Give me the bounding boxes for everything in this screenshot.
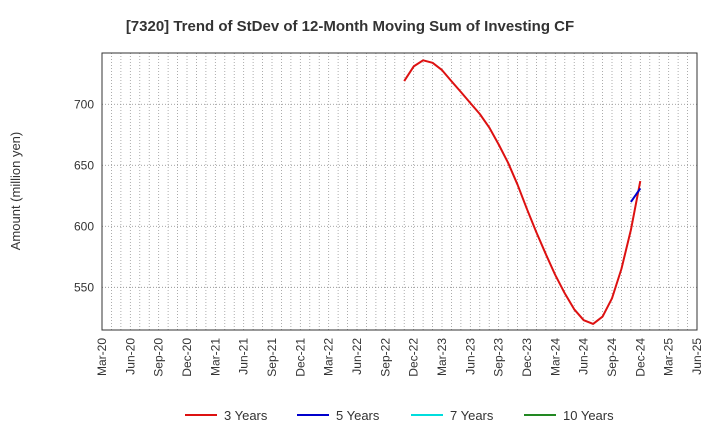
y-tick-label: 600 bbox=[74, 219, 94, 233]
y-axis-ticks: 550 600 650 700 bbox=[74, 97, 94, 294]
x-tick-label: Sep-21 bbox=[265, 338, 279, 377]
legend-label: 10 Years bbox=[563, 408, 614, 423]
series-layer bbox=[403, 59, 642, 325]
chart-title: [7320] Trend of StDev of 12-Month Moving… bbox=[126, 18, 574, 35]
x-tick-label: Jun-21 bbox=[237, 338, 251, 375]
x-tick-label: Sep-23 bbox=[492, 338, 506, 377]
x-tick-label: Dec-22 bbox=[407, 338, 421, 377]
x-tick-label: Mar-22 bbox=[322, 338, 336, 376]
x-tick-label: Mar-24 bbox=[548, 338, 562, 376]
x-tick-label: Mar-23 bbox=[435, 338, 449, 376]
series-line-3-years bbox=[403, 59, 642, 325]
x-tick-label: Sep-24 bbox=[605, 338, 619, 377]
y-tick-label: 650 bbox=[74, 158, 94, 172]
x-tick-label: Sep-20 bbox=[152, 338, 166, 377]
grid bbox=[102, 53, 697, 330]
series-line-5-years bbox=[630, 187, 642, 203]
x-tick-label: Jun-22 bbox=[350, 338, 364, 375]
x-axis-ticks: Mar-20 Jun-20 Sep-20 Dec-20 Mar-21 Jun-21 Sep-… bbox=[95, 338, 704, 377]
y-axis-label: Amount (million yen) bbox=[8, 132, 23, 251]
x-tick-label: Jun-20 bbox=[123, 338, 137, 375]
plot-frame bbox=[101, 52, 698, 331]
legend: 3 Years 5 Years 7 Years 10 Years bbox=[185, 408, 614, 423]
x-tick-label: Jun-24 bbox=[577, 338, 591, 375]
x-tick-label: Jun-23 bbox=[463, 338, 477, 375]
x-tick-label: Mar-20 bbox=[95, 338, 109, 376]
legend-label: 7 Years bbox=[450, 408, 494, 423]
y-tick-label: 700 bbox=[74, 97, 94, 111]
x-tick-label: Dec-24 bbox=[633, 338, 647, 377]
legend-label: 5 Years bbox=[336, 408, 380, 423]
x-tick-label: Sep-22 bbox=[378, 338, 392, 377]
legend-label: 3 Years bbox=[224, 408, 268, 423]
x-tick-label: Dec-20 bbox=[180, 338, 194, 377]
y-tick-label: 550 bbox=[74, 280, 94, 294]
x-tick-label: Dec-23 bbox=[520, 338, 534, 377]
x-tick-label: Mar-21 bbox=[208, 338, 222, 376]
x-tick-label: Jun-25 bbox=[690, 338, 704, 375]
x-tick-label: Mar-25 bbox=[662, 338, 676, 376]
x-tick-label: Dec-21 bbox=[293, 338, 307, 377]
